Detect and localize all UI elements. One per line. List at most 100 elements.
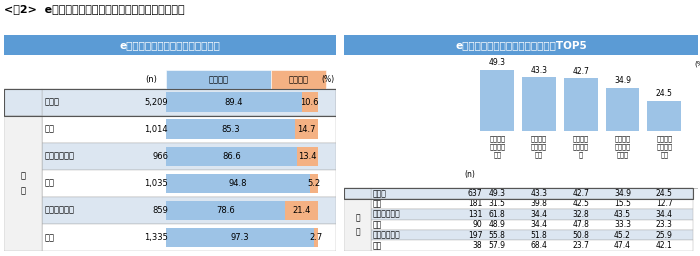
Bar [42, 143, 336, 170]
Bar [564, 78, 598, 131]
Text: 181: 181 [468, 199, 482, 208]
Bar [4, 116, 42, 143]
Text: 全　体: 全 体 [45, 98, 60, 107]
Text: 61.8: 61.8 [489, 210, 505, 219]
Bar [371, 199, 692, 209]
Text: 90: 90 [473, 220, 482, 229]
Text: 97.3: 97.3 [231, 233, 249, 242]
Bar [4, 197, 42, 224]
Bar [286, 201, 318, 220]
Bar [4, 224, 42, 251]
Text: 支払いに
安全面で
不安: 支払いに 安全面で 不安 [489, 135, 505, 158]
Bar [480, 70, 514, 131]
Bar [271, 70, 326, 89]
Bar [344, 35, 698, 55]
Text: 21.4: 21.4 [293, 206, 311, 215]
Text: 859: 859 [152, 206, 168, 215]
Text: 漏えいが
不安個人
情報: 漏えいが 不安個人 情報 [531, 135, 547, 158]
Text: (n): (n) [465, 170, 475, 179]
Text: 50.8: 50.8 [573, 231, 589, 240]
Text: アフター
サービス
が不安: アフター サービス が不安 [615, 135, 631, 158]
Text: 43.3: 43.3 [531, 189, 547, 198]
Bar [344, 199, 371, 209]
Text: 日本: 日本 [372, 199, 382, 208]
Bar [167, 174, 310, 193]
Text: 43.5: 43.5 [614, 210, 631, 219]
Text: 49.3: 49.3 [489, 58, 506, 67]
Text: (%): (%) [694, 60, 700, 67]
Bar [344, 219, 371, 230]
Text: 45.2: 45.2 [614, 231, 631, 240]
Text: 10.6: 10.6 [300, 98, 319, 107]
Bar [522, 78, 556, 131]
Bar [167, 228, 314, 247]
Text: 24.5: 24.5 [656, 89, 673, 98]
Bar [42, 197, 336, 224]
Text: インドネシア: インドネシア [372, 210, 400, 219]
Bar [4, 89, 336, 116]
Text: 34.9: 34.9 [614, 76, 631, 85]
Bar [344, 230, 371, 240]
Text: 31.5: 31.5 [489, 199, 505, 208]
Text: 中国: 中国 [372, 241, 382, 250]
Text: 23.3: 23.3 [656, 220, 673, 229]
Text: インドネシア: インドネシア [45, 152, 75, 161]
Text: 23.7: 23.7 [573, 241, 589, 250]
Text: 68.4: 68.4 [531, 241, 547, 250]
Text: 42.1: 42.1 [656, 241, 673, 250]
Bar [295, 120, 318, 139]
Text: 25.9: 25.9 [656, 231, 673, 240]
Text: 42.7: 42.7 [573, 67, 589, 76]
Text: 14.7: 14.7 [298, 125, 316, 134]
Text: 34.4: 34.4 [531, 220, 547, 229]
Text: 51.8: 51.8 [531, 231, 547, 240]
Text: 85.3: 85.3 [222, 125, 240, 134]
Text: 5,209: 5,209 [144, 98, 168, 107]
Text: 15.5: 15.5 [614, 199, 631, 208]
Text: 12.7: 12.7 [656, 199, 673, 208]
Text: シンガポール: シンガポール [372, 231, 400, 240]
Text: 中国: 中国 [45, 233, 55, 242]
Bar [167, 92, 302, 112]
Text: 13.4: 13.4 [298, 152, 317, 161]
Text: 1,014: 1,014 [144, 125, 168, 134]
Bar [371, 240, 692, 251]
Bar [648, 101, 681, 131]
Bar [298, 146, 318, 166]
Bar [371, 188, 692, 199]
Bar [344, 188, 371, 199]
Text: 131: 131 [468, 210, 482, 219]
Text: 47.8: 47.8 [573, 220, 589, 229]
Text: 失敗・嫌
な経験が
ある: 失敗・嫌 な経験が ある [656, 135, 672, 158]
Bar [42, 89, 336, 116]
Bar [344, 188, 692, 199]
Text: 33.3: 33.3 [614, 220, 631, 229]
Text: 94.8: 94.8 [229, 179, 247, 188]
Text: 47.4: 47.4 [614, 241, 631, 250]
Text: 34.9: 34.9 [614, 189, 631, 198]
Text: 43.3: 43.3 [531, 66, 547, 75]
Text: 42.7: 42.7 [573, 189, 589, 198]
Bar [167, 70, 271, 89]
Bar [371, 230, 692, 240]
Bar [4, 89, 42, 116]
Text: 34.4: 34.4 [531, 210, 547, 219]
Text: タイ: タイ [372, 220, 382, 229]
Text: 商品を見
て買いた
い: 商品を見 て買いた い [573, 135, 589, 158]
Text: 966: 966 [152, 152, 168, 161]
Bar [4, 143, 42, 170]
Bar [42, 170, 336, 197]
Text: 49.3: 49.3 [489, 189, 506, 198]
Bar [344, 240, 371, 251]
Bar [167, 146, 298, 166]
Bar [167, 201, 286, 220]
Text: 24.5: 24.5 [656, 189, 673, 198]
Bar [4, 35, 336, 55]
Text: 抵抗あり: 抵抗あり [288, 75, 309, 84]
Bar [344, 199, 371, 251]
Bar [344, 209, 371, 219]
Bar [606, 88, 639, 131]
Text: 1,035: 1,035 [144, 179, 168, 188]
Text: (n): (n) [146, 75, 158, 84]
Bar [167, 120, 295, 139]
